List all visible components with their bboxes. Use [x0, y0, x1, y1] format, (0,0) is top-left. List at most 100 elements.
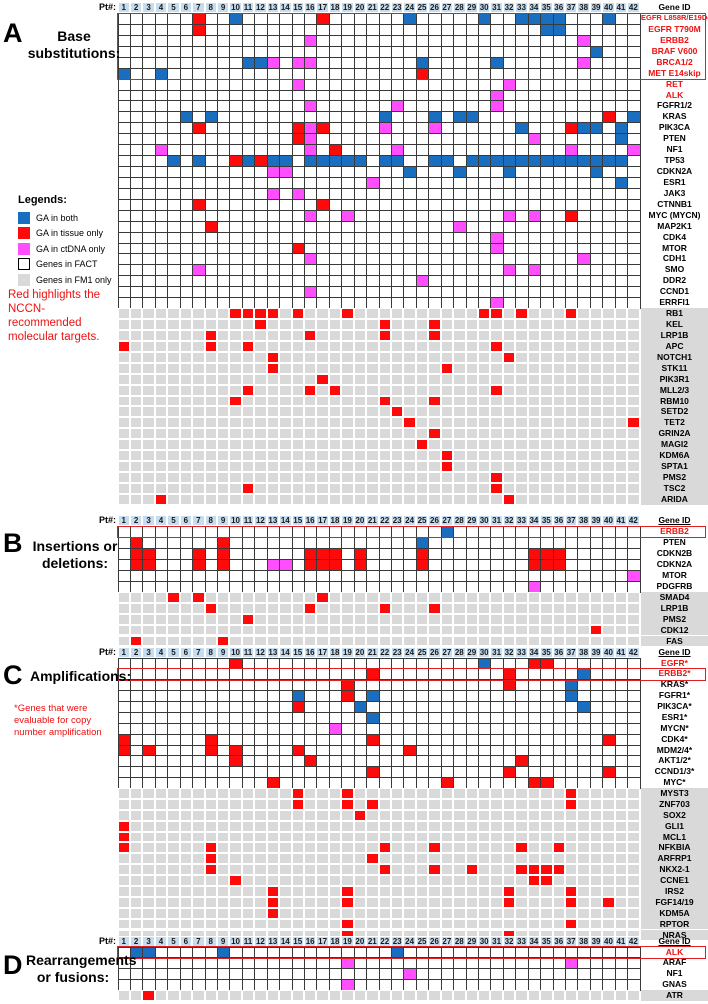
gene-label: FGFR1/2 — [657, 100, 692, 111]
heatmap-cell — [117, 472, 130, 483]
pt-number: 10 — [229, 646, 242, 658]
heatmap-cell — [341, 624, 354, 636]
heatmap-cell — [440, 907, 454, 919]
pt-number: 19 — [341, 515, 354, 526]
heatmap-cell — [589, 384, 603, 396]
pt-number: 15 — [291, 935, 304, 947]
section-letter: C — [3, 660, 23, 690]
gene-label: MYC* — [663, 777, 686, 788]
ga-tissue-only-cell — [428, 395, 441, 407]
heatmap-cell — [266, 788, 280, 799]
heatmap-cell — [341, 472, 354, 483]
pt-number: 7 — [192, 646, 205, 658]
gene-label: NKX2-1 — [641, 864, 708, 876]
heatmap-cell — [564, 428, 578, 440]
heatmap-cell — [540, 990, 553, 1001]
ga-tissue-only-cell — [515, 308, 528, 320]
pt-label: Pt#: — [98, 935, 116, 946]
heatmap-cell — [527, 329, 541, 341]
heatmap-cell — [540, 918, 553, 930]
heatmap-cell — [415, 461, 429, 473]
heatmap-cell — [279, 885, 292, 897]
heatmap-cell — [154, 406, 168, 418]
heatmap-cell — [602, 472, 615, 483]
heatmap-cell — [614, 472, 628, 483]
heatmap-cell — [552, 384, 565, 396]
heatmap-cell — [440, 624, 454, 636]
heatmap-cell — [602, 340, 615, 352]
heatmap-cell — [564, 591, 578, 603]
heatmap-cell — [254, 482, 267, 494]
heatmap-cell — [477, 885, 491, 897]
pt-number: 40 — [602, 646, 615, 658]
heatmap-cell — [602, 351, 615, 363]
heatmap-cell — [279, 842, 292, 854]
heatmap-cell — [415, 591, 429, 603]
heatmap-cell — [117, 319, 130, 330]
section-title-line: Insertions or — [32, 538, 118, 554]
heatmap-cell — [490, 329, 503, 341]
heatmap-cell — [353, 624, 367, 636]
heatmap-cell — [589, 472, 603, 483]
heatmap-cell — [627, 864, 640, 876]
ga-tissue-only-cell — [378, 602, 391, 614]
heatmap-cell — [453, 907, 466, 919]
heatmap-cell — [229, 918, 242, 930]
heatmap-cell — [204, 351, 217, 363]
pt-number: 11 — [241, 935, 255, 947]
heatmap-cell — [316, 450, 329, 462]
heatmap-cell — [303, 918, 317, 930]
heatmap-cell — [279, 319, 292, 330]
heatmap-cell — [229, 591, 242, 603]
heatmap-cell — [316, 362, 329, 374]
heatmap-cell — [577, 907, 590, 919]
heatmap-cell — [415, 864, 429, 876]
heatmap-cell — [403, 918, 416, 930]
heatmap-cell — [328, 591, 342, 603]
heatmap-cell — [328, 428, 342, 440]
heatmap-cell — [440, 864, 454, 876]
heatmap-cell — [241, 417, 255, 429]
heatmap-cell — [179, 472, 193, 483]
heatmap-cell — [154, 798, 168, 810]
gene-label: GLI1 — [641, 820, 708, 832]
heatmap-cell — [577, 635, 590, 647]
heatmap-cell — [192, 472, 205, 483]
heatmap-cell — [453, 809, 466, 821]
ga-tissue-only-cell — [378, 842, 391, 854]
heatmap-cell — [515, 482, 528, 494]
heatmap-cell — [415, 362, 429, 374]
pt-number: 4 — [154, 935, 168, 947]
heatmap-cell — [366, 329, 379, 341]
heatmap-cell — [328, 635, 342, 647]
heatmap-cell — [154, 896, 168, 908]
pt-number: 5 — [167, 2, 180, 13]
heatmap-cell — [142, 417, 155, 429]
heatmap-cell — [515, 461, 528, 473]
gene-label: ARIDA — [641, 493, 708, 505]
heatmap-cell — [366, 340, 379, 352]
heatmap-cell — [167, 820, 180, 832]
ga-tissue-only-cell — [440, 461, 454, 473]
heatmap-cell — [303, 373, 317, 385]
heatmap-cell — [366, 788, 379, 799]
heatmap-cell — [502, 482, 516, 494]
heatmap-cell — [564, 329, 578, 341]
heatmap-cell — [564, 842, 578, 854]
pt-number: 7 — [192, 935, 205, 947]
heatmap-cell — [428, 493, 441, 505]
heatmap-cell — [266, 450, 280, 462]
ga-tissue-only-cell — [378, 864, 391, 876]
heatmap-cell — [154, 340, 168, 352]
heatmap-cell — [490, 624, 503, 636]
heatmap-cell — [279, 907, 292, 919]
heatmap-cell — [154, 788, 168, 799]
heatmap-cell — [366, 406, 379, 418]
pt-label: Pt#: — [98, 2, 116, 12]
section-title: Amplifications: — [30, 668, 131, 685]
ga-tissue-only-cell — [564, 798, 578, 810]
heatmap-cell — [366, 308, 379, 320]
heatmap-cell — [515, 384, 528, 396]
gene-label: PIK3R1 — [641, 373, 708, 385]
pt-number: 40 — [602, 2, 615, 13]
